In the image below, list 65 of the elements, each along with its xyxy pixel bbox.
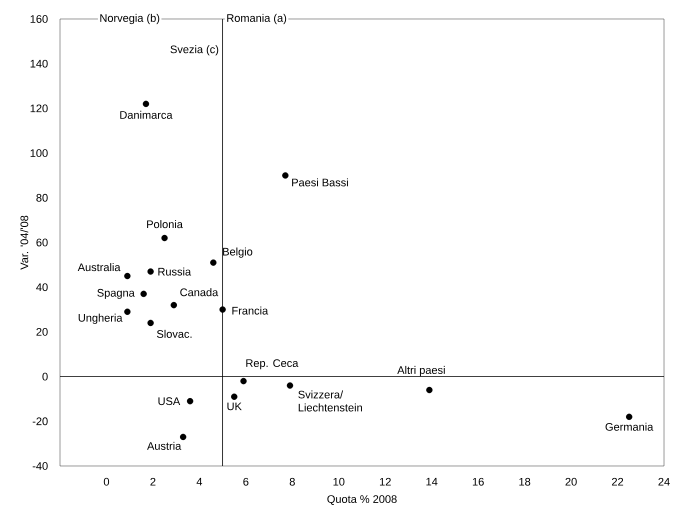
- y-tick-label: -20: [32, 417, 48, 426]
- series-label: Russia: [158, 268, 192, 276]
- annotation: Svezia (c): [170, 45, 218, 56]
- series-label: USA: [158, 397, 180, 406]
- point: [147, 320, 154, 326]
- series-label: Slovac.: [156, 330, 192, 338]
- x-tick-label: 10: [333, 478, 344, 486]
- series-label: Canada: [180, 288, 218, 296]
- x-tick-label: 24: [658, 478, 670, 486]
- y-axis-title: Var. '04/'08: [20, 216, 28, 270]
- point: [124, 308, 131, 315]
- point: [626, 414, 632, 420]
- series-label: Paesi Bassi: [292, 178, 348, 186]
- y-tick-label: 160: [30, 15, 48, 23]
- series-label: Australia: [78, 263, 120, 272]
- x-tick-label: 12: [380, 478, 391, 486]
- y-tick-label: 0: [42, 372, 48, 380]
- point: [286, 382, 294, 389]
- series-label: Belgio: [223, 247, 252, 258]
- y-tick-label: 40: [36, 283, 48, 292]
- x-tick-label: 18: [519, 478, 530, 486]
- y-tick-label: 60: [36, 238, 48, 246]
- series-label: Danimarca: [120, 110, 173, 119]
- x-tick-label: 14: [426, 478, 438, 486]
- point: [142, 100, 150, 108]
- y-tick-label: -40: [32, 462, 48, 470]
- series-label: Germania: [606, 422, 654, 431]
- y-tick-label: 80: [36, 194, 48, 202]
- x-tick-label: 8: [290, 478, 295, 486]
- series-label: Polonia: [147, 220, 183, 228]
- point: [140, 290, 147, 298]
- annotation: Norvegia (b): [100, 14, 160, 24]
- x-tick-label: 16: [472, 478, 484, 486]
- x-tick-label: 2: [150, 478, 156, 486]
- point: [240, 378, 247, 384]
- x-tick-label: 4: [196, 478, 202, 486]
- annotation: Romania (a): [227, 14, 286, 24]
- x-tick-label: 0: [104, 478, 110, 486]
- y-tick-label: 140: [30, 60, 48, 68]
- x-axis-title: Quota % 2008: [327, 495, 397, 505]
- series-label: Rep. Ceca: [246, 359, 298, 370]
- series-label: Altri paesi: [397, 366, 445, 376]
- x-tick-label: 22: [612, 478, 624, 486]
- point: [180, 434, 186, 440]
- series-label: Svizzera/ Liechtenstein: [298, 390, 362, 412]
- series-label: Francia: [232, 306, 268, 315]
- point: [186, 398, 194, 404]
- y-tick-label: 120: [30, 104, 48, 112]
- point: [124, 272, 131, 280]
- y-tick-label: 100: [30, 149, 48, 157]
- x-tick-label: 20: [566, 478, 577, 486]
- point: [170, 302, 178, 308]
- point: [161, 234, 168, 242]
- point: [219, 306, 226, 313]
- series-label: Ungheria: [78, 314, 122, 324]
- point: [282, 172, 289, 179]
- point: [147, 268, 154, 275]
- point: [231, 394, 238, 400]
- point: [426, 386, 433, 394]
- series-label: Spagna: [97, 288, 135, 299]
- y-tick-label: 20: [36, 328, 48, 336]
- series-label: UK: [227, 402, 242, 410]
- x-tick-label: 6: [243, 478, 248, 486]
- point: [210, 259, 217, 266]
- series-label: Austria: [147, 442, 182, 450]
